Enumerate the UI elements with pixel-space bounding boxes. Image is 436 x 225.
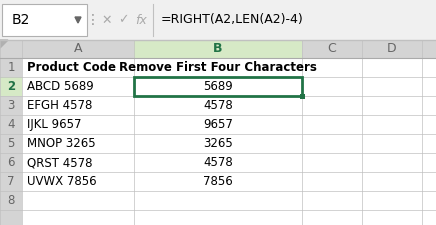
Text: 4578: 4578 [203,99,233,112]
Bar [0,40,436,58]
Text: C: C [327,43,337,56]
Text: D: D [387,43,397,56]
Text: 8: 8 [7,194,15,207]
Bar [0,0,436,40]
Text: ✕: ✕ [102,14,112,27]
Text: Remove First Four Characters: Remove First Four Characters [119,61,317,74]
Text: Product Code: Product Code [27,61,116,74]
Text: IJKL 9657: IJKL 9657 [27,118,82,131]
Bar [0,40,436,225]
Text: ABCD 5689: ABCD 5689 [27,80,94,93]
Polygon shape [75,17,81,23]
Text: UVWX 7856: UVWX 7856 [27,175,97,188]
Text: 1: 1 [7,61,15,74]
Text: 5689: 5689 [203,80,233,93]
Text: 7: 7 [7,175,15,188]
Bar [300,94,304,99]
Text: 2: 2 [7,80,15,93]
Text: ⋮: ⋮ [86,13,100,27]
Text: 7856: 7856 [203,175,233,188]
Text: MNOP 3265: MNOP 3265 [27,137,95,150]
Text: ✓: ✓ [118,14,128,27]
Bar [134,40,302,58]
Text: EFGH 4578: EFGH 4578 [27,99,92,112]
Bar [2,4,87,36]
Polygon shape [0,40,8,48]
Text: 4: 4 [7,118,15,131]
Text: 3: 3 [7,99,15,112]
Text: 5: 5 [7,137,15,150]
Bar [0,77,22,96]
Bar [0,40,22,225]
Text: A: A [74,43,82,56]
Text: B: B [213,43,223,56]
Text: QRST 4578: QRST 4578 [27,156,92,169]
Text: =RIGHT(A2,LEN(A2)-4): =RIGHT(A2,LEN(A2)-4) [161,14,304,27]
Text: 3265: 3265 [203,137,233,150]
Bar [134,77,302,96]
Text: B2: B2 [12,13,31,27]
Text: fx: fx [135,14,147,27]
Text: 4578: 4578 [203,156,233,169]
Text: 6: 6 [7,156,15,169]
Text: 9657: 9657 [203,118,233,131]
